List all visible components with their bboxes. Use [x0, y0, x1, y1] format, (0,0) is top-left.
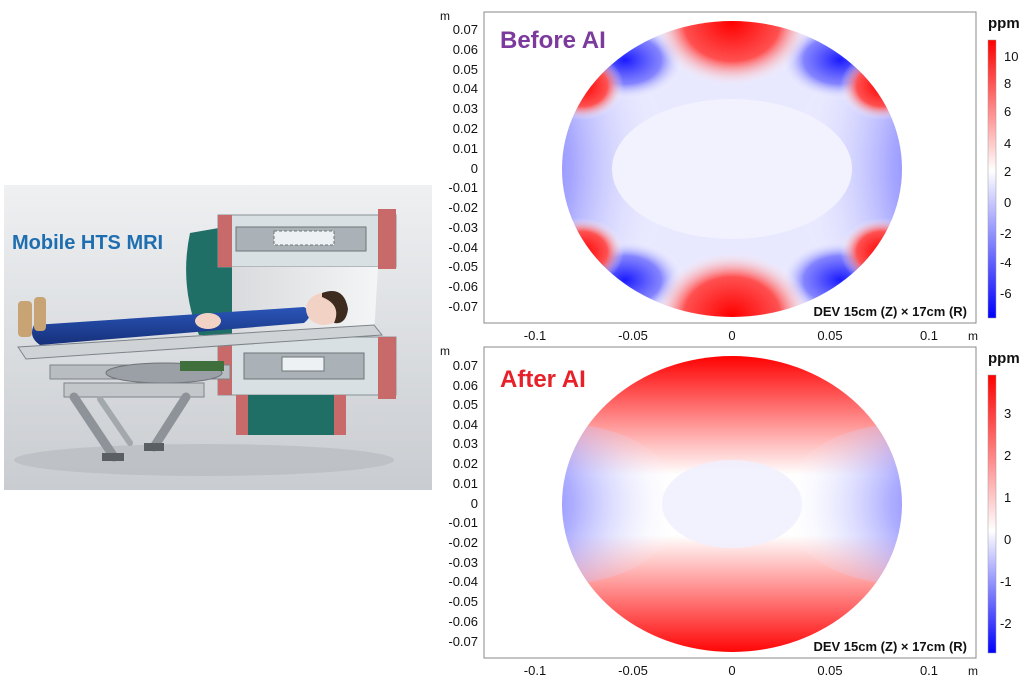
dev-label: DEV 15cm (Z) × 17cm (R) — [813, 639, 967, 654]
before-ai-panel: Before AI DEV 15cm (Z) × 17cm (R) m m 0.… — [440, 9, 1020, 343]
colorbar-tick: -6 — [1000, 286, 1012, 301]
colorbar-unit: ppm — [988, 15, 1020, 32]
y-tick: 0.04 — [453, 417, 478, 432]
y-tick: 0.04 — [453, 81, 478, 96]
colorbar-tick: 2 — [1004, 164, 1011, 179]
colorbar-tick: -2 — [1000, 616, 1012, 631]
y-tick: -0.03 — [448, 220, 478, 235]
y-tick: 0.05 — [453, 397, 478, 412]
y-tick: -0.07 — [448, 634, 478, 649]
colorbar-tick: -1 — [1000, 574, 1012, 589]
colorbar-gradient — [987, 374, 997, 654]
x-ticks: -0.1 -0.05 0 0.05 0.1 — [524, 663, 938, 677]
y-tick: 0.03 — [453, 436, 478, 451]
x-tick: -0.05 — [618, 663, 648, 677]
field-map — [562, 356, 902, 652]
y-tick: 0 — [471, 496, 478, 511]
y-ticks: 0.07 0.06 0.05 0.04 0.03 0.02 0.01 0 -0.… — [448, 22, 478, 314]
y-tick: 0.07 — [453, 22, 478, 37]
y-tick: -0.04 — [448, 240, 478, 255]
colorbar-tick: 2 — [1004, 448, 1011, 463]
colorbar-tick: 0 — [1004, 532, 1011, 547]
colorbar-tick: 4 — [1004, 136, 1011, 151]
panel-title: After AI — [500, 366, 586, 393]
x-tick: 0.05 — [817, 328, 842, 343]
x-tick: 0.1 — [920, 663, 938, 677]
y-tick: -0.06 — [448, 279, 478, 294]
x-tick: 0.1 — [920, 328, 938, 343]
y-tick: -0.02 — [448, 535, 478, 550]
x-tick: 0 — [728, 663, 735, 677]
y-tick: 0.05 — [453, 62, 478, 77]
x-tick: -0.1 — [524, 663, 546, 677]
x-tick: 0.05 — [817, 663, 842, 677]
mri-illustration: Mobile HTS MRI — [4, 185, 432, 490]
colorbar-gradient — [987, 39, 997, 319]
y-tick: 0.02 — [453, 121, 478, 136]
panel-title: Before AI — [500, 27, 606, 54]
mri-title: Mobile HTS MRI — [12, 232, 163, 254]
colorbar-tick: 1 — [1004, 490, 1011, 505]
y-tick: 0.06 — [453, 378, 478, 393]
x-tick: -0.1 — [524, 328, 546, 343]
y-tick: -0.03 — [448, 555, 478, 570]
dev-label: DEV 15cm (Z) × 17cm (R) — [813, 304, 967, 319]
x-axis-unit: m — [968, 329, 978, 343]
colorbar-tick: 3 — [1004, 406, 1011, 421]
y-tick: -0.04 — [448, 574, 478, 589]
colorbar-tick: -4 — [1000, 255, 1012, 270]
colorbar-tick: 10 — [1004, 49, 1018, 64]
y-tick: 0.01 — [453, 141, 478, 156]
x-axis-unit: m — [968, 664, 978, 677]
colorbar-unit: ppm — [988, 350, 1020, 367]
y-tick: 0.02 — [453, 456, 478, 471]
colorbar: ppm 10 8 6 4 2 0 -2 -4 -6 — [987, 15, 1020, 319]
y-tick: -0.01 — [448, 180, 478, 195]
y-tick: 0.01 — [453, 476, 478, 491]
colorbar-tick: 8 — [1004, 76, 1011, 91]
y-tick: -0.07 — [448, 299, 478, 314]
field-map — [562, 21, 902, 317]
y-tick: 0.07 — [453, 358, 478, 373]
x-tick: 0 — [728, 328, 735, 343]
colorbar-tick: 6 — [1004, 104, 1011, 119]
y-ticks: 0.07 0.06 0.05 0.04 0.03 0.02 0.01 0 -0.… — [448, 358, 478, 649]
y-tick: -0.05 — [448, 594, 478, 609]
y-axis-unit: m — [440, 344, 450, 358]
y-axis-unit: m — [440, 9, 450, 23]
y-tick: 0.03 — [453, 101, 478, 116]
x-tick: -0.05 — [618, 328, 648, 343]
y-tick: -0.02 — [448, 200, 478, 215]
colorbar-tick: 0 — [1004, 195, 1011, 210]
y-tick: 0.06 — [453, 42, 478, 57]
y-tick: 0 — [471, 161, 478, 176]
colorbar: ppm 3 2 1 0 -1 -2 — [987, 350, 1020, 654]
y-tick: -0.05 — [448, 259, 478, 274]
y-tick: -0.06 — [448, 614, 478, 629]
colorbar-tick: -2 — [1000, 226, 1012, 241]
x-ticks: -0.1 -0.05 0 0.05 0.1 — [524, 328, 938, 343]
after-ai-panel: After AI DEV 15cm (Z) × 17cm (R) m m 0.0… — [440, 344, 1020, 677]
y-tick: -0.01 — [448, 515, 478, 530]
